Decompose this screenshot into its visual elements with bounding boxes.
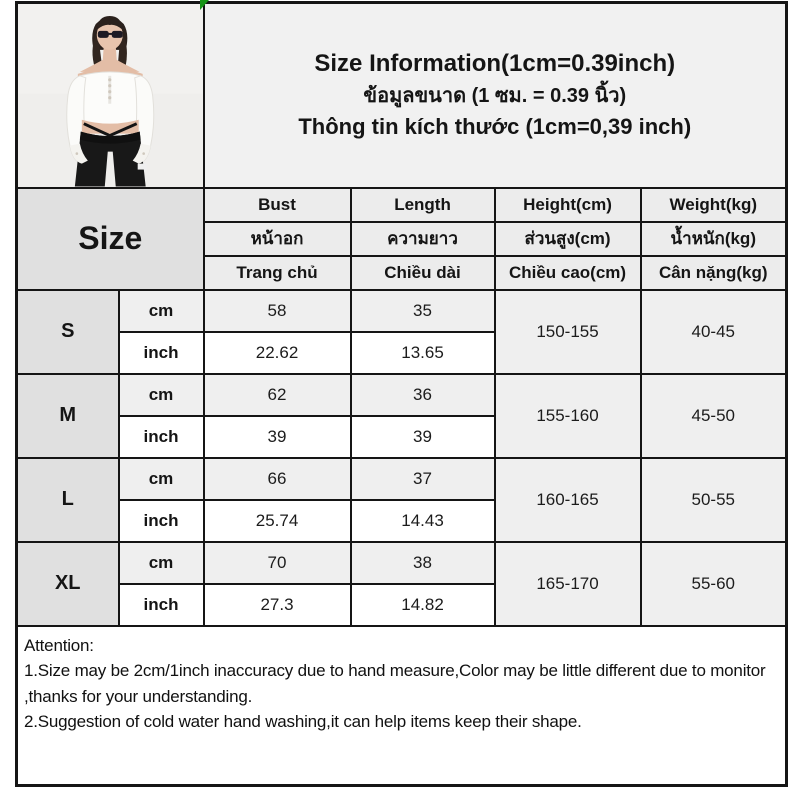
weight-range: 45-50	[639, 372, 788, 459]
length-header-en: Length	[349, 186, 496, 223]
title-english: Size Information(1cm=0.39inch)	[314, 50, 676, 78]
unit-cm-label: cm	[117, 288, 205, 333]
bust-inch-value: 25.74	[202, 498, 352, 543]
unit-inch-label: inch	[117, 498, 205, 543]
size-info-title-block: Size Information(1cm=0.39inch) ข้อมูลขนา…	[202, 1, 788, 189]
height-range: 150-155	[493, 288, 642, 375]
bust-cm-value: 66	[202, 456, 352, 501]
weight-header-en: Weight(kg)	[639, 186, 788, 223]
bust-cm-value: 58	[202, 288, 352, 333]
attention-heading: Attention:	[24, 635, 94, 655]
size-column-header: Size	[15, 186, 205, 291]
height-header-vi: Chiều cao(cm)	[493, 254, 642, 291]
unit-inch-label: inch	[117, 582, 205, 627]
model-photo-illustration	[18, 4, 202, 186]
weight-header-th: น้ำหนัก(kg)	[639, 220, 788, 257]
size-label-s: S	[15, 288, 120, 375]
bust-inch-value: 22.62	[202, 330, 352, 375]
bust-cm-value: 62	[202, 372, 352, 417]
bust-inch-value: 27.3	[202, 582, 352, 627]
unit-cm-label: cm	[117, 540, 205, 585]
length-cm-value: 38	[349, 540, 496, 585]
attention-note: Attention: 1.Size may be 2cm/1inch inacc…	[15, 624, 788, 787]
title-thai: ข้อมูลขนาด (1 ซม. = 0.39 นิ้ว)	[363, 85, 627, 108]
height-range: 160-165	[493, 456, 642, 543]
unit-cm-label: cm	[117, 372, 205, 417]
attention-line-1: 1.Size may be 2cm/1inch inaccuracy due t…	[24, 661, 766, 706]
attention-line-2: 2.Suggestion of cold water hand washing,…	[24, 712, 582, 732]
title-vietnamese: Thông tin kích thước (1cm=0,39 inch)	[298, 114, 692, 140]
size-label-l: L	[15, 456, 120, 543]
weight-range: 50-55	[639, 456, 788, 543]
length-inch-value: 13.65	[349, 330, 496, 375]
bust-header-en: Bust	[202, 186, 352, 223]
size-label-xl: XL	[15, 540, 120, 627]
weight-range: 40-45	[639, 288, 788, 375]
height-range: 165-170	[493, 540, 642, 627]
green-corner-mark	[200, 0, 209, 10]
size-table: Size Information(1cm=0.39inch) ข้อมูลขนา…	[15, 1, 789, 787]
unit-inch-label: inch	[117, 330, 205, 375]
length-cm-value: 36	[349, 372, 496, 417]
bust-cm-value: 70	[202, 540, 352, 585]
height-range: 155-160	[493, 372, 642, 459]
unit-cm-label: cm	[117, 456, 205, 501]
length-cm-value: 37	[349, 456, 496, 501]
length-header-vi: Chiều dài	[349, 254, 496, 291]
size-label-m: M	[15, 372, 120, 459]
weight-range: 55-60	[639, 540, 788, 627]
length-inch-value: 14.43	[349, 498, 496, 543]
unit-inch-label: inch	[117, 414, 205, 459]
bust-header-vi: Trang chủ	[202, 254, 352, 291]
length-inch-value: 39	[349, 414, 496, 459]
bust-header-th: หน้าอก	[202, 220, 352, 257]
bust-inch-value: 39	[202, 414, 352, 459]
length-header-th: ความยาว	[349, 220, 496, 257]
product-photo	[15, 1, 205, 189]
height-header-th: ส่วนสูง(cm)	[493, 220, 642, 257]
length-inch-value: 14.82	[349, 582, 496, 627]
weight-header-vi: Cân nặng(kg)	[639, 254, 788, 291]
height-header-en: Height(cm)	[493, 186, 642, 223]
length-cm-value: 35	[349, 288, 496, 333]
